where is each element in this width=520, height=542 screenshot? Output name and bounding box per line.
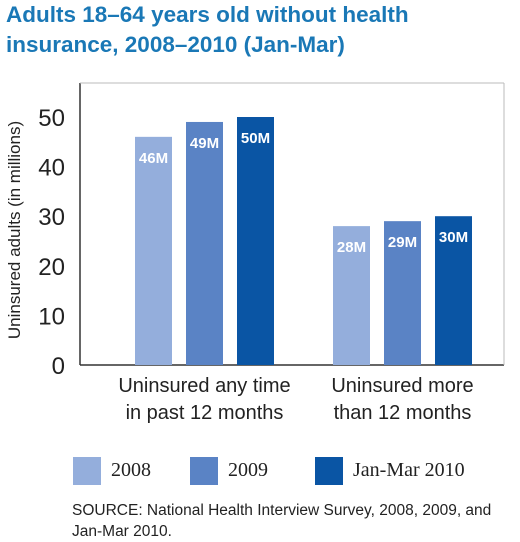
source-note: SOURCE: National Health Interview Survey… (72, 502, 492, 540)
bar (186, 121, 223, 366)
chart-legend: 2008 2009 Jan-Mar 2010 (0, 454, 520, 488)
y-tick-label: 50 (38, 105, 65, 132)
bar-data-label: 29M (388, 234, 417, 251)
legend-swatch (73, 457, 101, 485)
legend-label: 2008 (111, 459, 151, 481)
y-tick-label: 40 (38, 155, 65, 182)
x-category-label: in past 12 months (126, 402, 284, 424)
bar-data-label: 49M (190, 135, 219, 152)
legend-swatch (315, 457, 343, 485)
legend-label: 2009 (228, 459, 268, 481)
bar-data-label: 46M (139, 150, 168, 167)
legend-label: Jan-Mar 2010 (353, 459, 465, 481)
y-tick-label: 0 (52, 353, 65, 380)
x-category-label: than 12 months (334, 402, 472, 424)
bar (435, 216, 472, 365)
y-axis-label: Uninsured adults (in millions) (5, 121, 24, 339)
bar-data-label: 30M (439, 229, 468, 246)
chart-title: Adults 18–64 years old without health in… (6, 2, 409, 57)
y-tick-label: 20 (38, 254, 65, 281)
bar-data-label: 50M (241, 130, 270, 147)
x-category-label: Uninsured more (331, 375, 473, 397)
bar (237, 117, 274, 365)
x-category-label: Uninsured any time (118, 375, 290, 397)
bar-data-label: 28M (337, 239, 366, 256)
bar (333, 226, 370, 365)
y-tick-label: 10 (38, 303, 65, 330)
bar (135, 136, 172, 365)
y-tick-label: 30 (38, 204, 65, 231)
bar (384, 221, 421, 365)
legend-swatch (190, 457, 218, 485)
